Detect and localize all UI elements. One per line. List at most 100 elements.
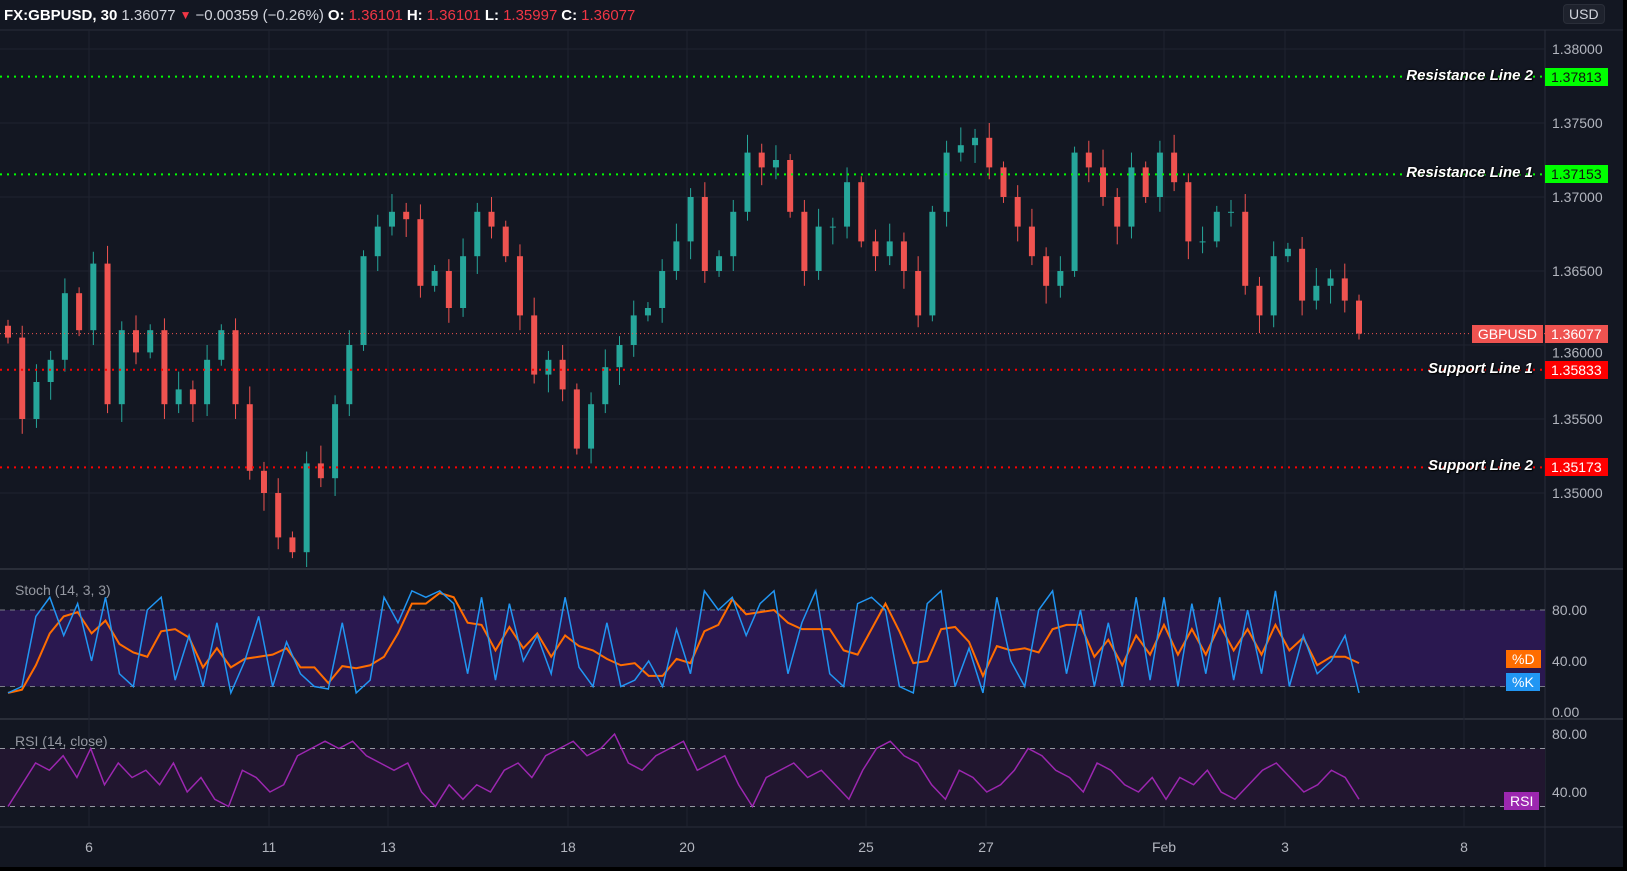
candle: [488, 197, 495, 239]
x-tick-label: 13: [380, 839, 396, 855]
candle: [431, 265, 438, 292]
candle-body: [701, 197, 708, 271]
x-tick-label: 8: [1460, 839, 1468, 855]
candle-body: [787, 160, 794, 212]
support-line-label[interactable]: Support Line 1: [1428, 359, 1533, 377]
candle-body: [147, 330, 154, 353]
candle-body: [1128, 167, 1135, 227]
candle: [687, 188, 694, 260]
candle-body: [1156, 152, 1163, 197]
x-tick-label: 27: [978, 839, 994, 855]
candle: [175, 371, 182, 414]
candle: [829, 217, 836, 245]
candle-body: [815, 226, 822, 271]
candle: [1185, 173, 1192, 260]
rsi-y-tick: 40.00: [1552, 784, 1587, 800]
stoch-y-tick: 0.00: [1552, 704, 1579, 720]
candle: [1256, 276, 1263, 334]
candle-body: [1000, 167, 1007, 197]
y-tick-label: 1.37500: [1552, 115, 1603, 131]
candle: [630, 300, 637, 357]
candle: [957, 127, 964, 162]
resistance-line-label[interactable]: Resistance Line 1: [1406, 164, 1533, 182]
candle-body: [1228, 211, 1235, 213]
candle-body: [303, 463, 310, 553]
candle: [644, 302, 651, 322]
resistance-price-tag: 1.37153: [1545, 165, 1608, 184]
candle-body: [132, 330, 139, 353]
candle: [588, 392, 595, 464]
candle: [573, 383, 580, 455]
candle: [374, 214, 381, 271]
candle-body: [829, 226, 836, 228]
candle-body: [1242, 211, 1249, 286]
candle-body: [1014, 197, 1021, 227]
candle: [502, 220, 509, 263]
x-tick-label: 20: [679, 839, 695, 855]
candle-body: [33, 382, 40, 419]
resistance-line-label[interactable]: Resistance Line 2: [1406, 66, 1533, 84]
candle: [303, 451, 310, 567]
candle: [19, 325, 26, 434]
y-tick-label: 1.35000: [1552, 485, 1603, 501]
candle-body: [1057, 271, 1064, 286]
candle-body: [431, 271, 438, 286]
support-price-tag: 1.35833: [1545, 360, 1608, 379]
candle-body: [1256, 285, 1263, 316]
candle: [744, 134, 751, 221]
candle-body: [388, 211, 395, 227]
symbol-header: FX:GBPUSD, 30 1.36077 ▼ −0.00359 (−0.26%…: [4, 4, 635, 26]
candle: [1028, 208, 1035, 266]
candle: [1284, 242, 1291, 263]
candle: [1327, 269, 1334, 304]
candle-body: [616, 345, 623, 368]
candle-body: [1270, 256, 1277, 316]
support-line-label[interactable]: Support Line 2: [1428, 457, 1533, 475]
candle: [972, 128, 979, 163]
candle-body: [858, 182, 865, 242]
currency-button[interactable]: USD: [1563, 4, 1605, 24]
x-tick-label: 6: [85, 839, 93, 855]
candle-body: [1213, 211, 1220, 242]
candle: [1057, 256, 1064, 298]
candle-body: [246, 404, 253, 471]
candle-body: [189, 389, 196, 405]
candle: [1199, 226, 1206, 254]
x-tick-label: 25: [858, 839, 874, 855]
candle-body: [374, 226, 381, 257]
candle-body: [687, 197, 694, 242]
candle-body: [673, 241, 680, 271]
candle: [118, 321, 125, 422]
candle-body: [90, 263, 97, 331]
candle: [403, 202, 410, 237]
candle: [801, 199, 808, 286]
candle: [161, 318, 168, 419]
candle: [1043, 247, 1050, 304]
triangle-down-icon: ▼: [179, 8, 192, 22]
rsi-title[interactable]: RSI (14, close): [15, 733, 108, 749]
candle-body: [872, 241, 879, 257]
candle-body: [332, 404, 339, 479]
candle-body: [516, 256, 523, 316]
candle-body: [417, 219, 424, 286]
candle: [1299, 236, 1306, 316]
candle-body: [346, 345, 353, 405]
candle: [1171, 134, 1178, 192]
last-price: 1.36077: [121, 6, 176, 24]
candle: [1156, 140, 1163, 212]
stoch-title[interactable]: Stoch (14, 3, 3): [15, 582, 111, 598]
candle-body: [844, 182, 851, 227]
candle: [559, 345, 566, 402]
candle: [204, 345, 211, 417]
stoch-d-tag: %D: [1506, 650, 1541, 668]
candle: [1213, 205, 1220, 248]
candle-body: [118, 330, 125, 405]
candle: [388, 194, 395, 236]
candle-body: [61, 293, 68, 360]
candle-body: [986, 137, 993, 168]
candle: [33, 364, 40, 428]
symbol-label[interactable]: FX:GBPUSD, 30: [4, 6, 118, 24]
candle: [886, 223, 893, 266]
